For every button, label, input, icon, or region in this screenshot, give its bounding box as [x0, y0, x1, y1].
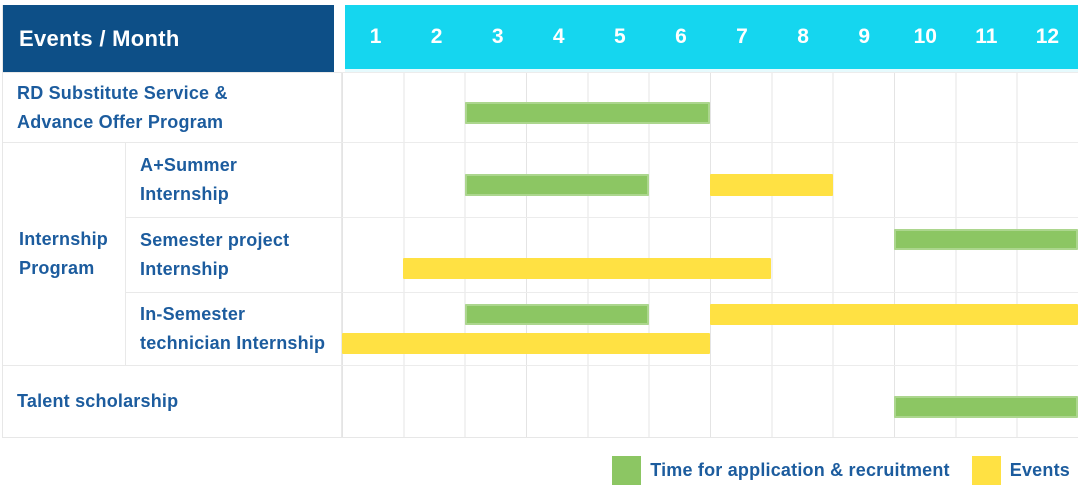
gantt-row-semester-project-months [342, 217, 1078, 292]
legend-item-events: Events [971, 456, 1070, 485]
gantt-bar-application [894, 395, 1078, 418]
month-header-cell: 7 [736, 25, 748, 48]
row-group-label-internship-program: Internship Program [3, 142, 126, 365]
month-header-cell: 8 [797, 25, 809, 48]
gantt-row-rd-substitute-months [342, 72, 1078, 142]
month-header-cell: 6 [675, 25, 687, 48]
month-header-cell: 2 [430, 25, 443, 48]
row-label-text: RD Substitute Service & Advance Offer Pr… [17, 82, 228, 132]
row-label-rd-substitute-service: RD Substitute Service & Advance Offer Pr… [3, 72, 342, 142]
legend-item-application: Time for application & recruitment [612, 456, 950, 485]
gantt-table: Events / Month 1 2 3 4 5 6 7 8 9 10 11 1… [2, 5, 1078, 438]
gantt-row-a-plus-summer-months [342, 142, 1078, 217]
gantt-row-in-semester-months [342, 292, 1078, 365]
legend: Time for application & recruitment Event… [612, 456, 1070, 485]
month-header-cell: 9 [858, 25, 870, 48]
row-label-text: In-Semester technician Internship [140, 304, 326, 353]
gantt-bar-application [464, 304, 649, 325]
month-header-cell: 12 [1035, 25, 1060, 48]
month-header-cell: 1 [369, 25, 382, 48]
row-label-a-plus-summer-internship: A+Summer Internship [126, 142, 342, 217]
legend-label: Events [1009, 460, 1070, 480]
gantt-bar-application [894, 229, 1078, 250]
gantt-row-talent-scholarship-months [342, 365, 1078, 437]
row-label-text: Semester project Internship [140, 230, 290, 279]
legend-swatch-green [612, 456, 642, 485]
row-label-talent-scholarship: Talent scholarship [3, 365, 342, 437]
gantt-bar-application [464, 174, 649, 196]
month-header-cell: 10 [913, 25, 937, 48]
gantt-bar-event [710, 174, 833, 196]
table-header-cell: Events / Month [3, 5, 334, 72]
row-label-text: A+Summer Internship [140, 155, 238, 204]
gantt-bar-event [710, 304, 1078, 325]
row-group-label-text: Internship Program [19, 229, 109, 278]
legend-swatch-yellow [971, 456, 1001, 485]
row-label-text: Talent scholarship [17, 391, 179, 411]
month-header-row: 1 2 3 4 5 6 7 8 9 10 11 12 [345, 5, 1078, 72]
gantt-bar-event [403, 258, 772, 279]
month-header-cell: 5 [614, 25, 626, 48]
month-header-cell: 3 [491, 25, 504, 48]
gantt-bar-application [464, 101, 710, 124]
legend-label: Time for application & recruitment [650, 460, 950, 480]
row-label-in-semester-technician-internship: In-Semester technician Internship [126, 292, 342, 365]
month-header-cell: 4 [552, 25, 565, 48]
row-label-semester-project-internship: Semester project Internship [126, 217, 342, 292]
month-header-cell: 11 [975, 25, 998, 48]
table-header-label: Events / Month [19, 25, 180, 51]
gantt-bar-event [342, 333, 710, 354]
